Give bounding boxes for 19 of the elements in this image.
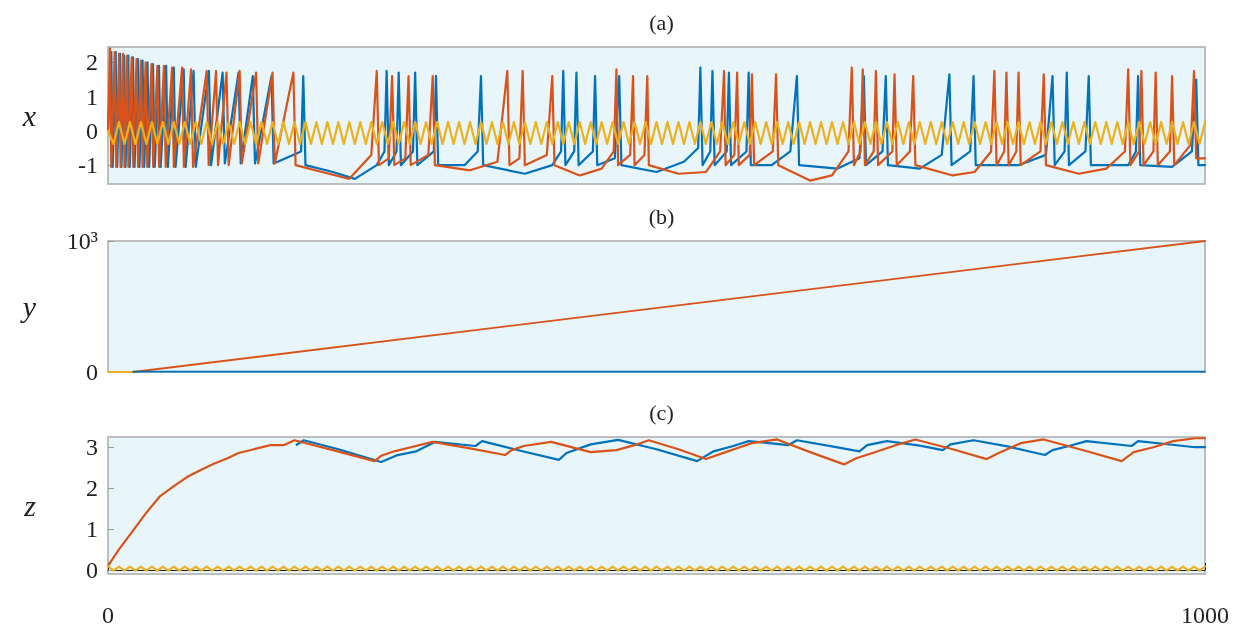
chart-title: (c) (649, 399, 674, 425)
x-tick-label: 1000 (1181, 602, 1229, 628)
y-tick-label: 0 (86, 556, 98, 583)
chart-title: (a) (649, 9, 674, 35)
chart-title: (b) (648, 203, 675, 229)
y-tick-label: 1 (86, 83, 98, 110)
y-tick-label: 0 (86, 117, 98, 144)
line-series (295, 438, 1207, 464)
line-series (106, 437, 1207, 567)
y-tick-label: 1 (86, 516, 98, 543)
y-axis-title: y (19, 290, 37, 323)
y-tick-label: 3 (86, 434, 98, 461)
y-tick-label: 2 (86, 475, 98, 502)
y-tick-label: 0 (86, 359, 98, 385)
y-tick-label: 10³ (66, 228, 98, 254)
y-axis-title: x (21, 99, 37, 132)
y-axis-title: z (23, 489, 37, 522)
y-tick-label: -1 (78, 152, 98, 179)
y-tick-label: 2 (86, 49, 98, 76)
